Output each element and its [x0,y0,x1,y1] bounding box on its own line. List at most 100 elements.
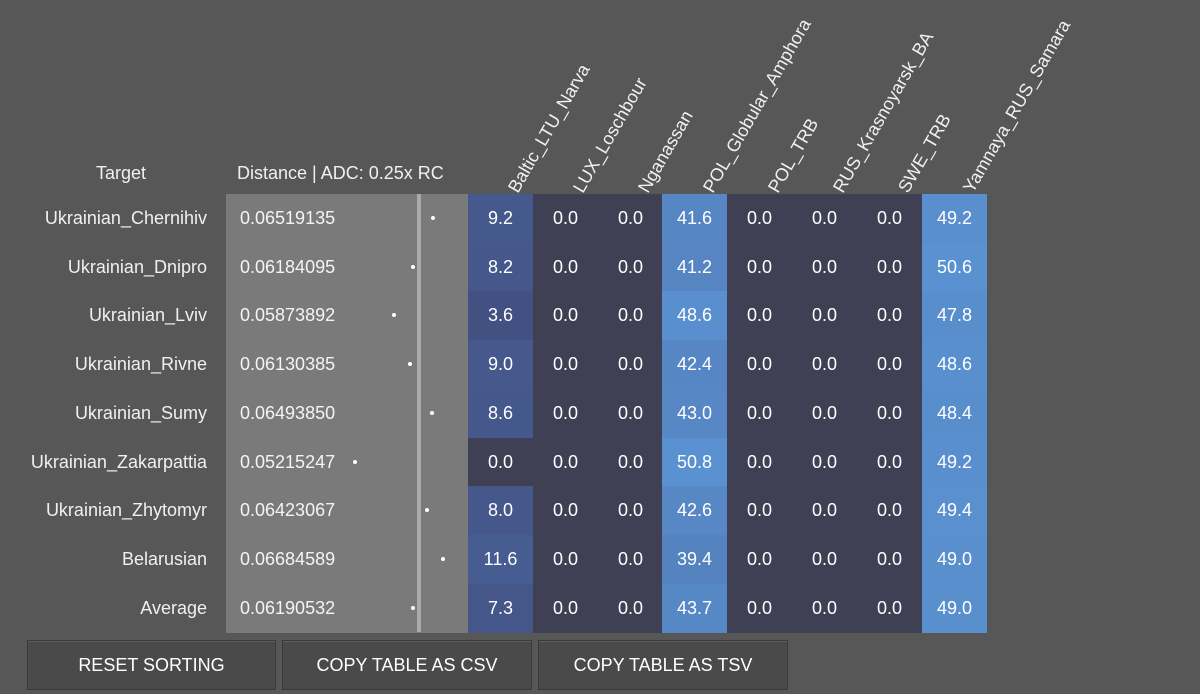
value-cell: 0.0 [792,388,857,438]
distance-value: 0.05873892 [240,305,336,326]
distance-cell: 0.05215247 [226,437,468,487]
reset-sorting-button[interactable]: RESET SORTING [27,640,276,690]
value-cell: 0.0 [598,291,663,341]
value-cell: 9.0 [468,340,533,390]
value-cell: 0.0 [792,486,857,536]
value-cell: 0.0 [857,388,922,438]
value-cell: 0.0 [598,242,663,292]
table-row: Ukrainian_Zhytomyr 0.06423067 8.0 0.0 0.0 42.… [0,486,1000,536]
column-header[interactable]: SWE_TRB [894,110,955,196]
row-name: Ukrainian_Chernihiv [44,208,207,228]
value-cell: 0.0 [468,437,533,487]
value-cell: 0.0 [727,534,792,584]
distance-dot [407,362,412,367]
value-cell: 0.0 [792,291,857,341]
value-cell: 49.0 [922,583,987,633]
value-cell: 0.0 [727,340,792,390]
row-name: Ukrainian_Sumy [74,402,207,423]
value-cell: 49.2 [922,437,987,487]
distance-cell: 0.06493850 [226,388,468,438]
copy-tsv-button[interactable]: COPY TABLE AS TSV [538,640,788,690]
row-name: Ukrainian_Lviv [88,305,207,326]
distance-cell: 0.06423067 [226,486,468,536]
value-cell: 0.0 [533,388,598,438]
value-cell: 3.6 [468,291,533,341]
value-cell: 0.0 [857,583,922,633]
copy-csv-button[interactable]: COPY TABLE AS CSV [282,640,532,690]
value-cell: 48.6 [922,340,987,390]
table-row: Ukrainian_Rivne 0.06130385 9.0 0.0 0.0 42.4 0.… [0,340,1000,390]
distance-value: 0.06130385 [240,354,336,375]
distance-value: 0.06190532 [240,597,336,618]
value-cell: 0.0 [598,194,663,243]
value-cell: 0.0 [727,486,792,536]
table-row: Average 0.06190532 7.3 0.0 0.0 43.7 0.0 0.0 0.0 4… [0,583,1000,633]
value-cell: 0.0 [598,437,663,487]
value-cell: 0.0 [792,194,857,243]
value-cell: 0.0 [598,388,663,438]
column-header[interactable]: Nganassan [634,107,697,196]
reference-line [417,194,421,632]
value-cell: 39.4 [662,534,727,584]
value-cell: 42.4 [662,340,727,390]
value-cell: 8.0 [468,486,533,536]
table-row: Ukrainian_Lviv 0.05873892 3.6 0.0 0.0 48.6 0.0… [0,291,1000,341]
distance-cell: 0.06684589 [226,534,468,584]
column-header[interactable]: POL_Globular_Amphora [699,15,815,196]
value-cell: 0.0 [598,486,663,536]
value-cell: 0.0 [792,437,857,487]
value-cell: 7.3 [468,583,533,633]
value-cell: 0.0 [727,583,792,633]
value-cell: 0.0 [857,340,922,390]
value-cell: 0.0 [533,242,598,292]
distance-value: 0.06184095 [240,256,336,277]
row-name: Ukrainian_Zhytomyr [45,500,207,521]
distance-cell: 0.06519135 [226,194,468,243]
distance-dot [429,410,434,415]
distance-dot [411,264,416,269]
value-cell: 48.4 [922,388,987,438]
distance-dot [392,313,397,318]
column-header[interactable]: Yamnaya_RUS_Samara [959,16,1075,197]
target-header[interactable]: Target [96,163,147,183]
table-row: Ukrainian_Sumy 0.06493850 8.6 0.0 0.0 43.0 0.0… [0,388,1000,438]
value-cell: 48.6 [662,291,727,341]
distance-value: 0.06684589 [240,548,336,569]
distance-cell: 0.05873892 [226,291,468,341]
value-cell: 49.0 [922,534,987,584]
distance-value: 0.05215247 [240,451,336,472]
value-cell: 43.0 [662,388,727,438]
distance-value: 0.06423067 [240,500,336,521]
value-cell: 0.0 [533,340,598,390]
value-cell: 0.0 [857,194,922,243]
value-cell: 0.0 [533,534,598,584]
table-row: Belarusian 0.06684589 11.6 0.0 0.0 39.4 0.0 0.0… [0,534,1000,584]
value-cell: 0.0 [857,534,922,584]
value-cell: 0.0 [533,291,598,341]
value-cell: 0.0 [727,437,792,487]
value-cell: 0.0 [857,242,922,292]
column-header[interactable]: POL_TRB [764,114,823,196]
distance-dot [441,556,446,561]
value-cell: 50.6 [922,242,987,292]
value-cell: 0.0 [533,486,598,536]
value-cell: 0.0 [857,437,922,487]
value-cell: 8.2 [468,242,533,292]
row-name: Average [140,597,207,618]
value-cell: 0.0 [533,583,598,633]
value-cell: 0.0 [792,242,857,292]
distance-header[interactable]: Distance | ADC: 0.25x RC [237,163,444,183]
value-cell: 0.0 [533,437,598,487]
value-cell: 41.2 [662,242,727,292]
distance-dot [411,605,416,610]
value-cell: 0.0 [792,340,857,390]
value-cell: 41.6 [662,194,727,243]
value-cell: 0.0 [533,194,598,243]
value-cell: 0.0 [727,194,792,243]
table-row: Ukrainian_Chernihiv 0.06519135 9.2 0.0 0.0 41… [0,194,1000,243]
value-cell: 0.0 [792,534,857,584]
value-cell: 43.7 [662,583,727,633]
distance-cell: 0.06130385 [226,340,468,390]
value-cell: 50.8 [662,437,727,487]
value-cell: 0.0 [792,583,857,633]
